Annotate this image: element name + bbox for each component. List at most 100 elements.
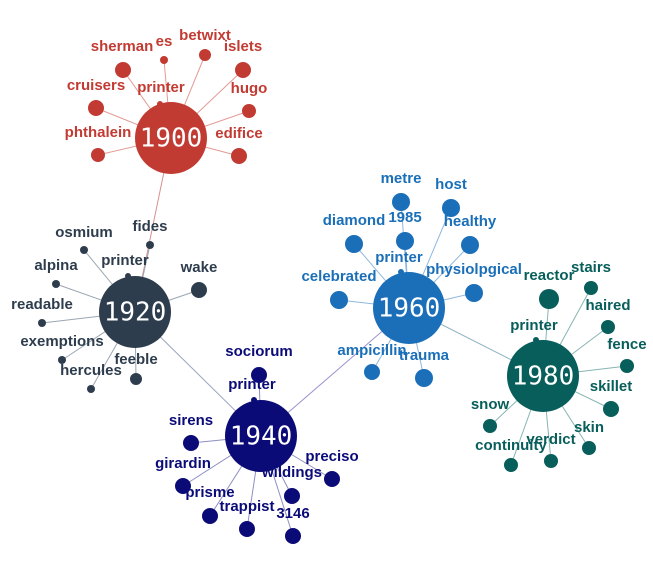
leaf-node [539,289,559,309]
leaf-node [239,521,255,537]
leaf-node [175,478,191,494]
leaf-label: host [435,176,467,193]
leaf-label: celebrated [301,268,376,285]
leaf-node [603,401,619,417]
leaf-label: physiolpgical [426,261,522,278]
leaf-node [483,419,497,433]
leaf-label: es [156,33,173,50]
leaf-label: cruisers [67,77,125,94]
leaf-node [415,369,433,387]
leaf-node [544,454,558,468]
leaf-node [235,62,251,78]
leaf-label: hugo [231,80,268,97]
leaf-node [183,435,199,451]
leaf-node [620,359,634,373]
leaf-node [442,199,460,217]
leaf-label: verdict [526,431,575,448]
leaf-node [392,193,410,211]
leaf-label: sociorum [225,343,293,360]
leaf-label: osmium [55,224,113,241]
leaf-label: reactor [524,267,575,284]
hub-node [99,276,171,348]
leaf-node [202,508,218,524]
leaf-node [80,246,88,254]
leaf-label: sherman [91,38,154,55]
leaf-node [115,62,131,78]
leaf-node [38,319,46,327]
leaf-node [582,441,596,455]
leaf-node [52,280,60,288]
leaf-label: printer [375,249,423,266]
leaf-node [324,471,340,487]
hub-label: 1900 [140,124,203,154]
leaf-label: edifice [215,125,263,142]
leaf-label: skillet [590,378,633,395]
leaf-node [285,528,301,544]
hub-label: 1940 [230,422,293,452]
leaf-label: trappist [219,498,274,515]
leaf-node [601,320,615,334]
hub-label: 1920 [104,298,167,328]
leaf-label: hercules [60,362,122,379]
leaf-label: alpina [34,257,78,274]
leaf-node [251,367,267,383]
leaf-label: islets [224,38,262,55]
leaf-node [345,235,363,253]
leaf-node [191,282,207,298]
leaf-node [504,458,518,472]
leaf-label: girardin [155,455,211,472]
leaf-label: continuity [475,437,547,454]
leaf-node [330,291,348,309]
leaf-label: printer [510,317,558,334]
leaf-label: betwixt [179,27,231,44]
leaf-label: phthalein [65,124,132,141]
leaf-label: feeble [114,351,157,368]
leaf-label: trauma [399,347,450,364]
leaf-label: printer [101,252,149,269]
leaf-node [284,488,300,504]
leaf-node [396,232,414,250]
hub-node [135,102,207,174]
leaf-node [160,56,168,64]
hub-node [507,340,579,412]
leaf-label: ampicillin [337,342,406,359]
leaf-node [584,281,598,295]
leaf-label: wake [180,259,218,276]
leaf-label: wildings [261,464,322,481]
leaf-label: 3146 [276,505,309,522]
leaf-node [146,241,154,249]
leaf-node [87,385,95,393]
leaf-label: snow [471,396,510,413]
leaf-node [91,148,105,162]
hub-node [225,400,297,472]
leaf-label: preciso [305,448,358,465]
leaf-node [465,284,483,302]
leaf-node [130,373,142,385]
leaf-label: sirens [169,412,213,429]
leaf-node [231,148,247,164]
leaf-label: fence [607,336,646,353]
leaf-node [242,104,256,118]
hub-label: 1980 [512,362,575,392]
leaf-node [199,49,211,61]
leaf-label: metre [381,170,422,187]
leaf-node [364,364,380,380]
leaf-label: 1985 [388,209,421,226]
leaf-label: prisme [185,484,234,501]
leaf-label: skin [574,419,604,436]
leaf-label: stairs [571,259,611,276]
leaf-label: haired [585,297,630,314]
leaf-label: fides [132,218,167,235]
hub-node [373,272,445,344]
leaf-label: diamond [323,212,386,229]
leaf-label: exemptions [20,333,103,350]
leaf-node [88,100,104,116]
leaf-label: printer [137,79,185,96]
leaf-label: readable [11,296,73,313]
leaf-node [461,236,479,254]
leaf-label: healthy [444,213,497,230]
leaf-label: printer [228,376,276,393]
hub-label: 1960 [378,294,441,324]
leaf-node [58,356,66,364]
